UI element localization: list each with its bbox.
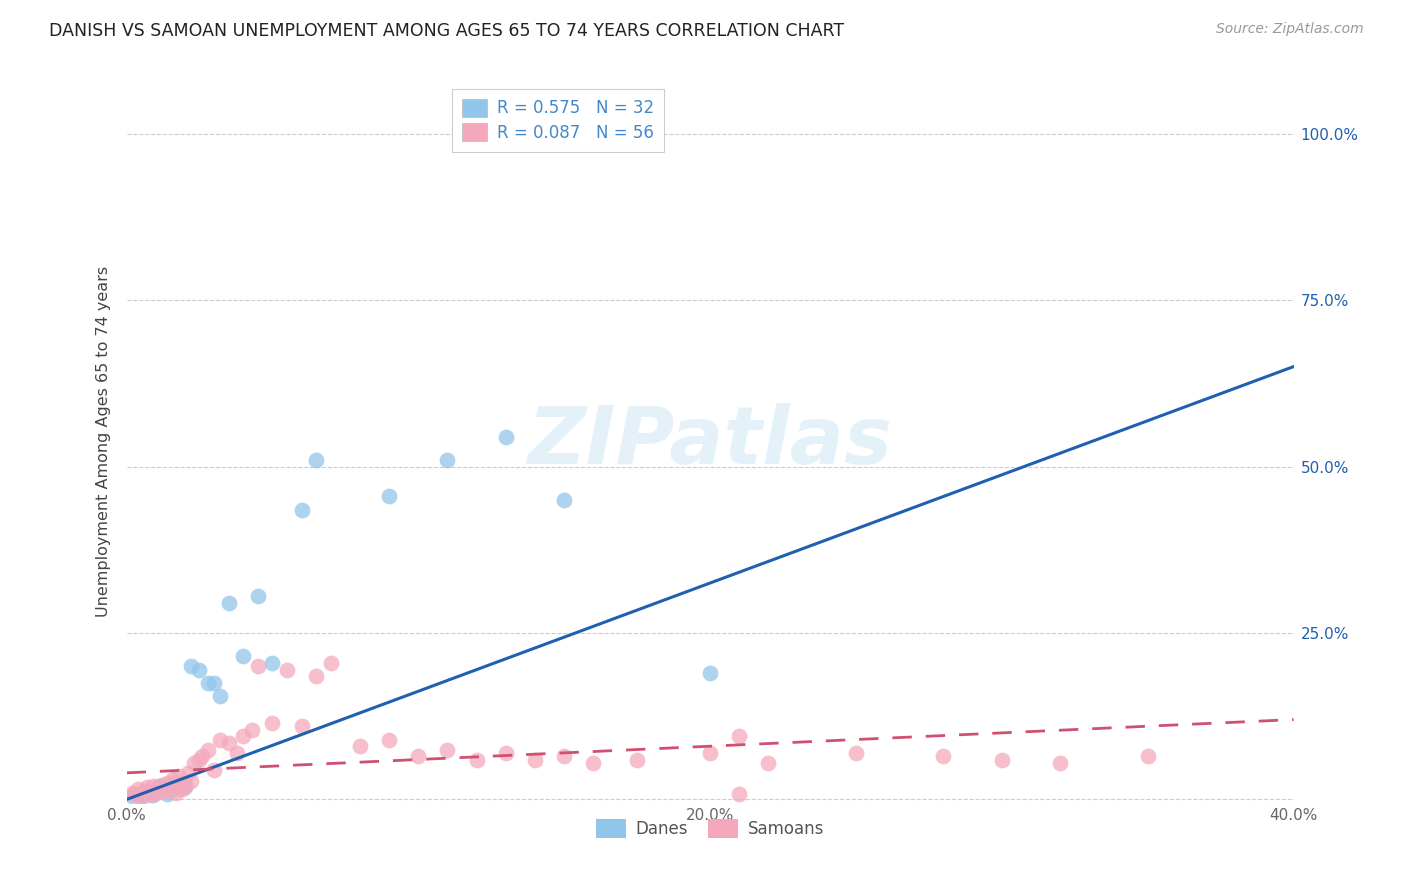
Point	[150, 778, 173, 792]
Point	[232, 729, 254, 743]
Point	[349, 739, 371, 754]
Point	[226, 746, 249, 760]
Point	[436, 453, 458, 467]
Point	[127, 782, 149, 797]
Point	[177, 765, 200, 780]
Point	[319, 656, 342, 670]
Point	[728, 787, 751, 801]
Point	[136, 784, 159, 798]
Point	[1049, 756, 1071, 770]
Point	[139, 786, 162, 800]
Point	[202, 676, 225, 690]
Point	[124, 787, 146, 801]
Point	[208, 732, 231, 747]
Point	[290, 719, 312, 733]
Text: Source: ZipAtlas.com: Source: ZipAtlas.com	[1216, 22, 1364, 37]
Point	[142, 779, 165, 793]
Point	[218, 736, 240, 750]
Point	[1136, 749, 1159, 764]
Text: ZIPatlas: ZIPatlas	[527, 402, 893, 481]
Point	[139, 789, 162, 803]
Point	[232, 649, 254, 664]
Point	[495, 429, 517, 443]
Point	[465, 752, 488, 766]
Point	[728, 729, 751, 743]
Point	[290, 503, 312, 517]
Point	[202, 763, 225, 777]
Point	[218, 596, 240, 610]
Point	[170, 782, 193, 797]
Point	[191, 749, 214, 764]
Point	[699, 746, 721, 760]
Point	[188, 663, 211, 677]
Point	[246, 659, 269, 673]
Point	[553, 492, 575, 507]
Point	[197, 676, 219, 690]
Point	[127, 787, 149, 801]
Point	[159, 778, 181, 792]
Point	[180, 773, 202, 788]
Point	[121, 789, 143, 804]
Point	[378, 732, 401, 747]
Point	[167, 769, 190, 783]
Point	[148, 779, 170, 793]
Point	[495, 746, 517, 760]
Point	[156, 787, 179, 801]
Point	[436, 742, 458, 756]
Point	[756, 756, 779, 770]
Point	[408, 749, 430, 764]
Point	[305, 453, 328, 467]
Point	[145, 786, 167, 800]
Point	[142, 788, 165, 802]
Y-axis label: Unemployment Among Ages 65 to 74 years: Unemployment Among Ages 65 to 74 years	[96, 266, 111, 617]
Point	[165, 786, 187, 800]
Point	[990, 752, 1012, 766]
Point	[145, 782, 167, 797]
Point	[378, 490, 401, 504]
Point	[208, 690, 231, 704]
Point	[136, 780, 159, 795]
Point	[932, 749, 955, 764]
Point	[132, 784, 155, 798]
Point	[197, 742, 219, 756]
Point	[132, 789, 155, 803]
Point	[262, 715, 284, 730]
Point	[162, 772, 184, 787]
Point	[188, 752, 211, 766]
Point	[174, 778, 197, 792]
Point	[156, 776, 179, 790]
Point	[159, 780, 181, 795]
Point	[183, 756, 205, 770]
Point	[129, 790, 152, 805]
Point	[305, 669, 328, 683]
Point	[845, 746, 868, 760]
Point	[167, 776, 190, 790]
Point	[162, 781, 184, 796]
Point	[180, 659, 202, 673]
Point	[153, 784, 176, 798]
Point	[582, 756, 605, 770]
Point	[699, 665, 721, 680]
Point	[553, 749, 575, 764]
Point	[626, 752, 648, 766]
Point	[524, 752, 547, 766]
Point	[150, 780, 173, 795]
Point	[276, 663, 298, 677]
Point	[240, 723, 263, 737]
Point	[129, 789, 152, 804]
Point	[174, 780, 197, 795]
Point	[121, 786, 143, 800]
Legend: Danes, Samoans: Danes, Samoans	[589, 813, 831, 845]
Point	[262, 656, 284, 670]
Point	[148, 781, 170, 796]
Point	[246, 590, 269, 604]
Text: DANISH VS SAMOAN UNEMPLOYMENT AMONG AGES 65 TO 74 YEARS CORRELATION CHART: DANISH VS SAMOAN UNEMPLOYMENT AMONG AGES…	[49, 22, 845, 40]
